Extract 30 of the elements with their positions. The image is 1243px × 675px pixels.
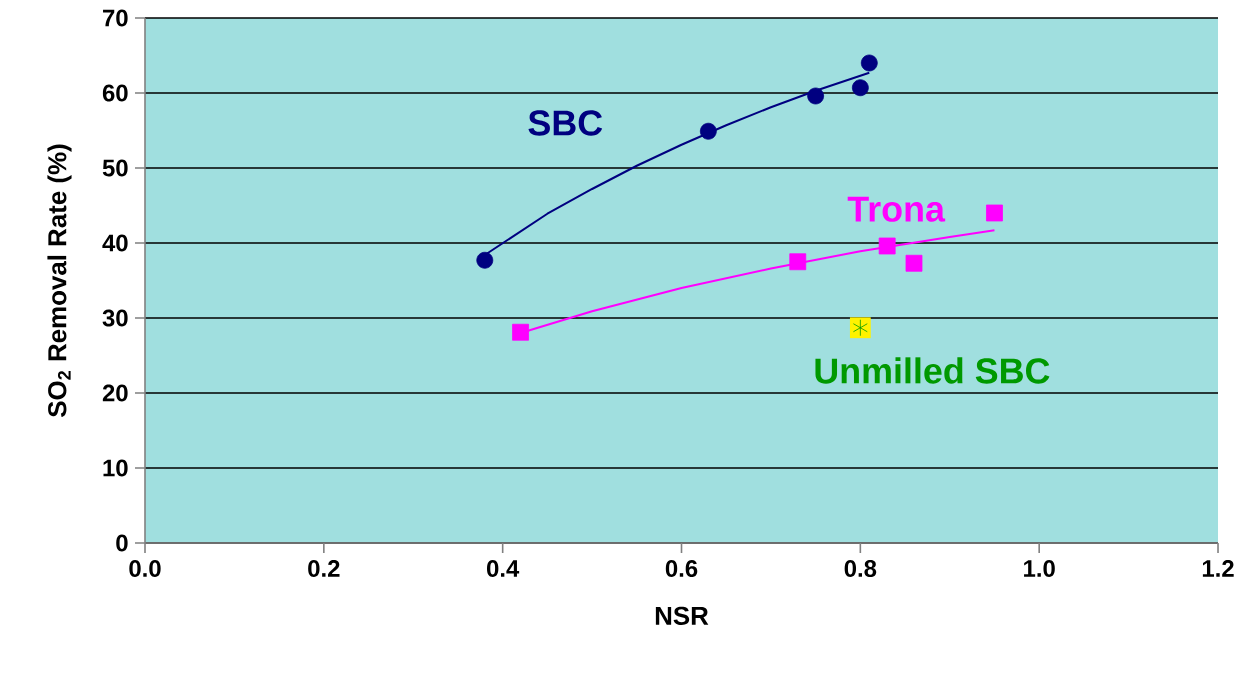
y-tick-label: 60: [102, 84, 128, 102]
point: [476, 251, 494, 269]
x-tick-label: 0.8: [844, 560, 877, 577]
x-tick-label: 0.2: [308, 560, 340, 577]
y-tick-label: 70: [103, 9, 128, 27]
y-tick-label: 40: [102, 234, 128, 252]
point: [699, 122, 717, 140]
y-axis-title: SO$_{2}$ Removal Rate (%): [47, 144, 72, 417]
point: [789, 253, 807, 271]
point: [807, 87, 825, 105]
point: [905, 254, 923, 272]
x-tick-label: 0.6: [665, 560, 698, 577]
x-tick-label: 0.0: [129, 560, 161, 577]
point: [878, 237, 896, 255]
point: [851, 79, 869, 97]
y-tick-label: 30: [102, 309, 128, 327]
point: [986, 204, 1003, 222]
x-axis-title: NSR: [655, 606, 709, 625]
y-tick-label: 50: [102, 159, 128, 177]
y-tick-label: 10: [103, 459, 128, 477]
series-label: Trona: [847, 196, 946, 222]
series-label: Unmilled SBC: [815, 357, 1050, 384]
y-tick-label: 0: [116, 534, 128, 552]
x-tick-label: 1.2: [1202, 560, 1234, 577]
text: SBC: [528, 110, 603, 136]
x-tick-label: 1.0: [1024, 560, 1055, 577]
point: [860, 54, 878, 72]
x-tick-label: 0.4: [486, 560, 520, 577]
y-tick-label: 20: [102, 384, 128, 402]
point: [512, 323, 529, 341]
